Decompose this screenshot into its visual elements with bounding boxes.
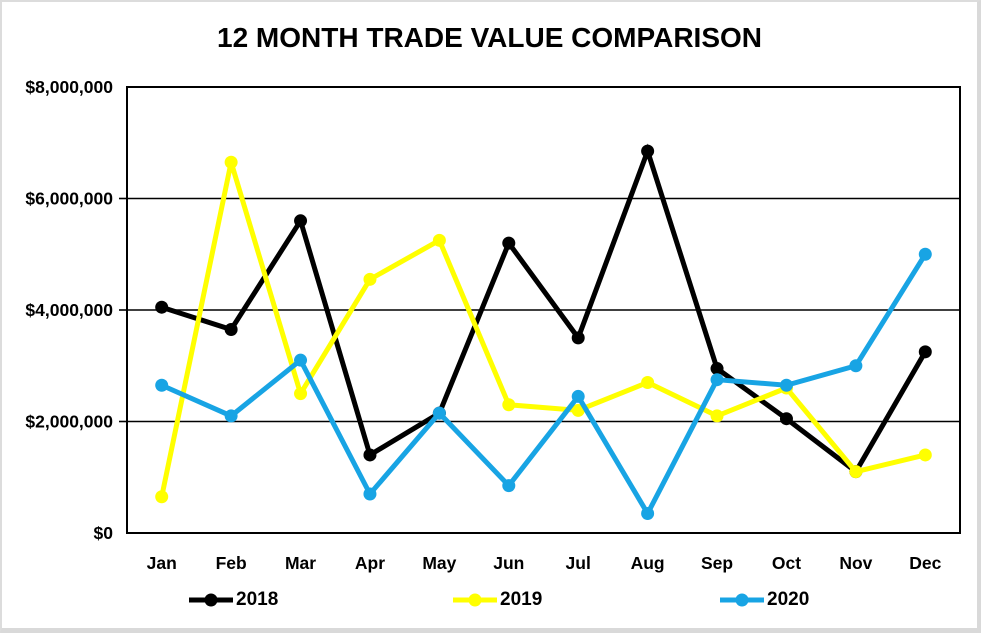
data-point-2020-Nov (849, 359, 863, 373)
y-axis-label: $2,000,000 (25, 412, 113, 432)
data-point-2020-Jul (571, 389, 585, 403)
data-point-2020-Apr (363, 487, 377, 501)
line-marker-icon (189, 593, 233, 607)
series-line-2019 (159, 161, 928, 500)
x-axis-label: Mar (285, 553, 316, 573)
series-line-2018 (159, 143, 928, 476)
line-marker-icon (720, 593, 764, 607)
y-axis-label: $4,000,000 (25, 300, 113, 320)
data-point-2019-Jan (155, 490, 169, 504)
x-axis-label: Feb (216, 553, 247, 573)
data-point-2018-Jun (502, 236, 516, 250)
data-point-2020-Sep (710, 373, 724, 387)
y-axis-label: $8,000,000 (25, 77, 113, 97)
data-point-2019-Sep (710, 409, 724, 423)
x-axis-label: Aug (631, 553, 665, 573)
data-point-2018-Aug (641, 144, 655, 158)
data-point-2020-Mar (294, 353, 308, 367)
data-point-2019-Jun (502, 398, 516, 412)
chart-title: 12 MONTH TRADE VALUE COMPARISON (217, 22, 762, 53)
legend-label-2020: 2020 (767, 589, 810, 610)
data-point-2020-May (432, 406, 446, 420)
data-point-2020-Oct (779, 378, 793, 392)
data-point-2018-Dec (918, 345, 932, 359)
data-point-2019-May (432, 233, 446, 247)
x-axis-label: Nov (839, 553, 872, 573)
data-point-2019-Feb (224, 155, 238, 169)
data-point-2018-Oct (779, 412, 793, 426)
data-point-2020-Dec (918, 247, 932, 261)
data-point-2018-Jan (155, 300, 169, 314)
data-point-2018-Mar (294, 214, 308, 228)
data-point-2019-Dec (918, 448, 932, 462)
x-axis-label: Oct (772, 553, 801, 573)
data-point-2019-Aug (641, 375, 655, 389)
data-point-2018-Apr (363, 448, 377, 462)
y-axis-label: $0 (94, 523, 114, 543)
y-axis-label: $6,000,000 (25, 189, 113, 209)
data-point-2018-Jul (571, 331, 585, 345)
data-point-2020-Aug (641, 506, 655, 520)
x-axis-label: Jan (147, 553, 177, 573)
x-axis-label: Jun (493, 553, 524, 573)
data-point-2020-Jan (155, 378, 169, 392)
x-axis-label: Dec (909, 553, 941, 573)
line-marker-icon (453, 593, 497, 607)
data-point-2019-Mar (294, 387, 308, 401)
data-point-2019-Jul (571, 403, 585, 417)
legend-item-2019: 2019 (452, 587, 542, 613)
data-point-2018-Sep (710, 362, 724, 376)
x-axis-label: May (422, 553, 456, 573)
legend-item-2020: 2020 (719, 587, 809, 613)
data-point-2020-Jun (502, 479, 516, 493)
data-point-2018-Feb (224, 323, 238, 337)
legend-item-2018: 2018 (188, 587, 278, 613)
data-point-2020-Feb (224, 409, 238, 423)
data-point-2019-Nov (849, 465, 863, 479)
x-axis-label: Apr (355, 553, 385, 573)
x-axis-label: Jul (566, 553, 591, 573)
x-axis-label: Sep (701, 553, 733, 573)
legend: 2018 2019 2020 (2, 587, 977, 615)
data-point-2019-Apr (363, 272, 377, 286)
series-line-2020 (159, 251, 928, 519)
legend-label-2018: 2018 (236, 589, 279, 610)
legend-label-2019: 2019 (500, 589, 543, 610)
